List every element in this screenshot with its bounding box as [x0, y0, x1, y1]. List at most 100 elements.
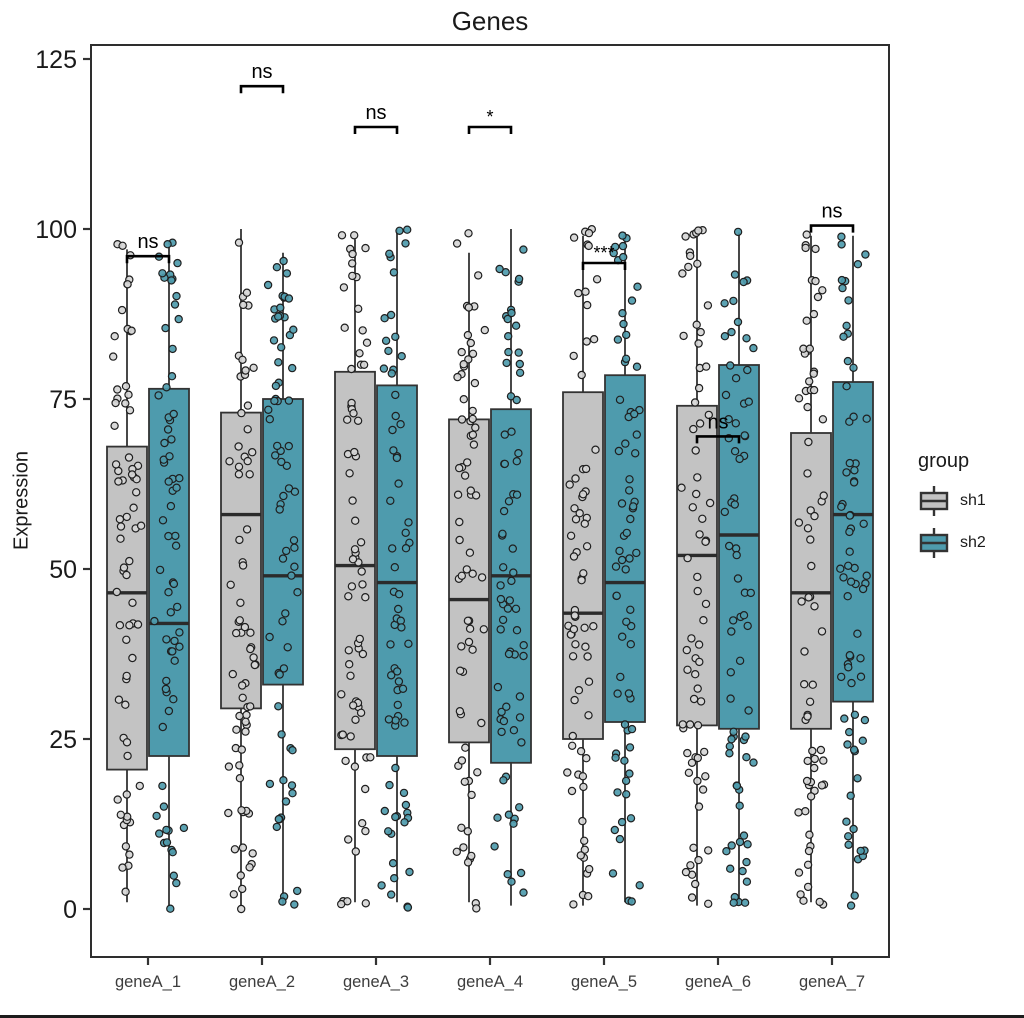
- jitter-point: [506, 392, 516, 401]
- jitter-point: [400, 718, 409, 727]
- jitter-point: [846, 577, 856, 586]
- jitter-point: [803, 712, 812, 721]
- jitter-point: [465, 624, 475, 633]
- jitter-point: [856, 846, 865, 856]
- jitter-point: [348, 259, 357, 268]
- jitter-point: [384, 715, 394, 724]
- jitter-point: [802, 776, 812, 786]
- jitter-point: [241, 366, 250, 375]
- jitter-point: [464, 303, 473, 312]
- significance-bracket-geneA_6: [695, 435, 741, 444]
- jitter-point: [403, 903, 413, 912]
- jitter-point: [282, 269, 292, 278]
- boxplot-sh2-geneA_7: [832, 235, 874, 899]
- jitter-point: [503, 314, 512, 324]
- jitter-point: [401, 544, 411, 553]
- x-tick-label-geneA_6: geneA_6: [685, 973, 751, 991]
- jitter-point: [687, 758, 697, 768]
- jitter-point: [114, 477, 123, 486]
- jitter-point: [507, 877, 516, 886]
- jitter-point: [346, 732, 355, 741]
- jitter-point: [278, 617, 287, 626]
- jitter-point: [584, 241, 593, 251]
- jitter-point: [498, 529, 507, 539]
- jitter-point: [499, 716, 509, 726]
- jitter-point: [689, 694, 699, 704]
- jitter-point: [471, 491, 481, 500]
- jitter-point: [581, 287, 590, 296]
- jitter-point: [695, 657, 704, 667]
- jitter-point: [693, 259, 702, 268]
- jitter-point: [845, 458, 855, 468]
- jitter-point: [169, 871, 178, 880]
- jitter-point: [856, 672, 866, 681]
- jitter-point: [122, 790, 132, 799]
- jitter-point: [504, 810, 514, 819]
- y-tick-label-0: 0: [63, 896, 77, 924]
- jitter-point: [726, 694, 735, 703]
- jitter-point: [344, 592, 353, 601]
- jitter-point: [124, 453, 134, 462]
- jitter-point: [340, 323, 349, 332]
- jitter-point: [496, 625, 505, 634]
- jitter-point: [720, 299, 729, 308]
- jitter-point: [403, 225, 412, 234]
- jitter-point: [517, 738, 526, 747]
- jitter-point: [842, 321, 851, 330]
- jitter-point: [277, 730, 286, 739]
- jitter-point: [389, 268, 399, 277]
- jitter-point: [361, 826, 370, 836]
- jitter-point: [801, 807, 810, 816]
- jitter-point: [124, 390, 133, 399]
- jitter-point: [818, 286, 827, 295]
- jitter-point: [743, 621, 752, 631]
- jitter-point: [395, 226, 404, 235]
- jitter-point: [358, 580, 367, 589]
- jitter-point: [693, 776, 702, 786]
- jitter-point: [288, 746, 297, 755]
- jitter-point: [621, 439, 630, 448]
- y-tick-label-125: 125: [35, 46, 77, 74]
- y-axis-title: Expression: [10, 451, 33, 550]
- jitter-point: [171, 541, 181, 550]
- jitter-point: [507, 308, 516, 318]
- jitter-point: [511, 604, 521, 614]
- jitter-point: [175, 474, 184, 483]
- jitter-points-sh2-geneA_4: [490, 245, 528, 897]
- jitter-point: [123, 280, 132, 289]
- jitter-point: [457, 756, 467, 765]
- jitter-point: [842, 382, 851, 391]
- jitter-point: [125, 406, 135, 415]
- jitter-point: [351, 715, 360, 725]
- jitter-point: [578, 772, 588, 781]
- jitter-point: [131, 488, 141, 497]
- jitter-point: [849, 363, 858, 372]
- jitter-point: [732, 781, 742, 791]
- jitter-point: [696, 327, 705, 337]
- jitter-point: [495, 264, 504, 274]
- jitter-point: [391, 390, 400, 400]
- jitter-point: [683, 665, 692, 675]
- y-tick-label-75: 75: [49, 386, 77, 414]
- jitter-point: [452, 847, 461, 857]
- jitter-point: [694, 383, 704, 393]
- jitter-point: [460, 777, 469, 787]
- jitter-point: [810, 511, 819, 521]
- jitter-point: [568, 652, 578, 661]
- jitter-point: [470, 378, 480, 388]
- jitter-point: [569, 552, 579, 561]
- jitter-point: [391, 411, 400, 421]
- jitter-point: [725, 749, 734, 758]
- jitter-point: [167, 276, 176, 285]
- jitter-point: [803, 402, 812, 412]
- jitter-point: [502, 702, 511, 711]
- jitter-point: [806, 535, 815, 544]
- jitter-point: [463, 858, 473, 867]
- jitter-point: [729, 727, 738, 737]
- jitter-point: [385, 780, 394, 790]
- jitter-point: [356, 538, 366, 547]
- jitter-point: [359, 360, 369, 369]
- jitter-point: [700, 747, 709, 757]
- jitter-point: [611, 562, 621, 571]
- jitter-point: [169, 695, 178, 704]
